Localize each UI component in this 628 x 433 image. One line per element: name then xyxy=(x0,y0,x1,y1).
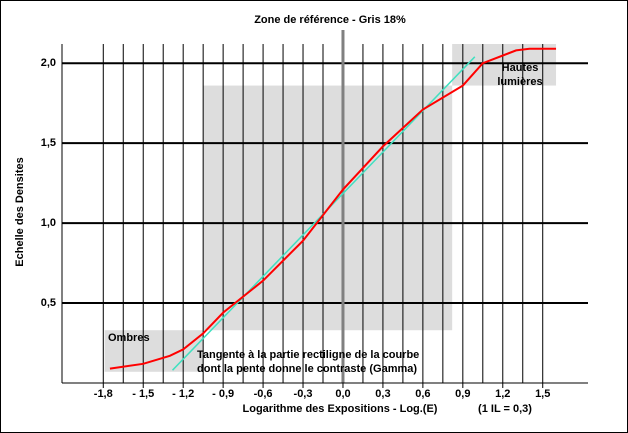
x-tick-label: - 1,2 xyxy=(172,388,194,400)
x-tick-label: - 1,5 xyxy=(132,388,154,400)
annotation: lumières xyxy=(497,76,542,88)
y-tick-label: 0,5 xyxy=(41,297,56,309)
x-tick-label: 1,2 xyxy=(495,388,510,400)
y-tick-label: 2,0 xyxy=(41,57,56,69)
annotation: Tangente à la partie rectiligne de la co… xyxy=(197,349,419,361)
x-tick-label: 0,6 xyxy=(415,388,430,400)
chart-title: Zone de référence - Gris 18% xyxy=(254,14,406,26)
x-tick-label: -0,3 xyxy=(294,388,313,400)
y-axis-label: Echelle des Densites xyxy=(14,157,26,266)
x-tick-label: -0,6 xyxy=(254,388,273,400)
x-tick-label: 1,5 xyxy=(535,388,550,400)
annotation: Hautes xyxy=(502,62,539,74)
x-tick-label: -1,8 xyxy=(94,388,113,400)
x-axis-label: Logarithme des Expositions - Log.(E) xyxy=(243,403,438,415)
x-axis-note: (1 IL = 0,3) xyxy=(478,403,532,415)
y-tick-label: 1,5 xyxy=(41,137,56,149)
x-tick-label: 0,9 xyxy=(455,388,470,400)
x-tick-label: - 0,9 xyxy=(212,388,234,400)
zone xyxy=(104,330,204,372)
curve xyxy=(109,47,557,370)
annotation: dont la pente donne le contraste (Gamma) xyxy=(197,363,417,375)
x-tick-label: 0,3 xyxy=(375,388,390,400)
y-tick-label: 1,0 xyxy=(41,217,56,229)
annotation: Ombres xyxy=(108,332,150,344)
x-tick-label: 0,0 xyxy=(335,388,350,400)
